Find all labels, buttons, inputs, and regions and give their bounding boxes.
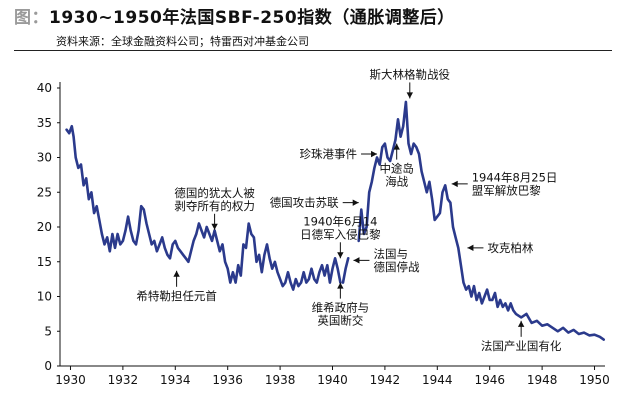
annotation-label-line: 德国攻击苏联 [270, 196, 339, 210]
annotation: 1940年6月14 日德军入侵巴黎 [300, 214, 381, 259]
x-tick-label: 1932 [108, 373, 139, 387]
annotation-arrow-head [517, 320, 525, 327]
annotation: 珍珠港事件 [300, 147, 378, 161]
annotation-arrow-head [173, 270, 180, 277]
annotation-label-line: 法国与 [373, 247, 408, 261]
annotation-label-line: 1940年6月14 [303, 214, 377, 228]
x-tick-label: 1936 [212, 373, 243, 387]
annotation-label: 珍珠港事件 [300, 147, 358, 161]
annotation-label: 1940年6月14 日德军入侵巴黎 [300, 214, 381, 241]
annotation: 1944年8月25日盟军解放巴黎 [451, 170, 558, 197]
annotations: 希特勒担任元首 德国的犹太人被剥夺所有的权力 德国攻击苏联 1940年6月14 日德军入… [136, 67, 562, 352]
annotation-label: 攻克柏林 [487, 241, 533, 255]
annotation-label-line: 1944年8月25日 [472, 170, 558, 184]
series-line-segment [341, 256, 350, 284]
annotation: 攻克柏林 [467, 241, 534, 255]
y-tick-label: 0 [44, 359, 52, 373]
annotation-arrow-head [371, 150, 378, 158]
annotation: 希特勒担任元首 [136, 270, 217, 303]
y-tick-label: 25 [37, 185, 52, 199]
x-tick-label: 1948 [527, 373, 558, 387]
annotation-arrow-head [467, 244, 474, 252]
y-tick-label: 35 [37, 116, 52, 130]
annotation: 德国攻击苏联 [270, 196, 359, 210]
annotation-arrow-head [211, 223, 218, 230]
annotation-label-line: 德国的犹太人被 [174, 186, 255, 200]
annotation-arrow-head [337, 252, 344, 259]
annotation-label-line: 盟军解放巴黎 [472, 183, 541, 197]
annotation-arrow-head [352, 199, 359, 206]
annotation: 法国与德国停战 [353, 247, 420, 274]
series-line-segment [357, 100, 606, 341]
annotation-label-line: 中途岛 [379, 162, 414, 176]
y-tick-label: 15 [37, 255, 52, 269]
annotation-label-line: 英国断交 [317, 314, 363, 328]
annotation-label: 法国产业国有化 [481, 339, 562, 353]
annotation-arrow-head [353, 257, 360, 264]
annotation: 斯大林格勒战役 [370, 67, 451, 99]
annotation-label: 法国与德国停战 [373, 247, 419, 274]
chart-axes: 0 5 10 15 20 25 30 35 40 1930 1932 1934 1936 1938 1940… [37, 81, 610, 387]
annotation: 德国的犹太人被剥夺所有的权力 [174, 186, 255, 230]
annotation-label-line: 海战 [385, 175, 408, 189]
annotation-arrow-head [337, 282, 344, 289]
annotation-label-line: 希特勒担任元首 [136, 289, 217, 303]
y-tick-label: 10 [37, 290, 52, 304]
annotation: 中途岛海战 [379, 143, 414, 189]
annotation-label-line: 德国停战 [373, 260, 419, 274]
x-tick-label: 1950 [579, 373, 610, 387]
title-rule [14, 50, 612, 51]
y-tick-label: 30 [37, 151, 52, 165]
x-tick-label: 1930 [55, 373, 86, 387]
plot-area [65, 100, 606, 341]
annotation-label-line: 剥夺所有的权力 [174, 199, 255, 213]
x-tick-label: 1934 [160, 373, 191, 387]
x-tick-label: 1938 [265, 373, 296, 387]
annotation-label: 希特勒担任元首 [136, 289, 217, 303]
annotation-label-line: 斯大林格勒战役 [370, 67, 451, 81]
x-tick-label: 1940 [317, 373, 348, 387]
x-tick-label: 1942 [370, 373, 401, 387]
title-text: 1930~1950年法国SBF-250指数（通胀调整后） [49, 8, 455, 28]
annotation-label-line: 维希政府与 [312, 301, 370, 315]
chart-title: 图：1930~1950年法国SBF-250指数（通胀调整后） [14, 3, 455, 28]
x-tick-label: 1946 [474, 373, 505, 387]
annotation-label-line: 日德军入侵巴黎 [300, 227, 381, 241]
source-note: 资料来源：全球金融资料公司；特雷西对冲基金公司 [56, 35, 309, 48]
annotation-label: 德国攻击苏联 [270, 196, 339, 210]
annotation-label-line: 攻克柏林 [487, 241, 533, 255]
annotation-arrow-head [393, 143, 400, 150]
series-line-segment [65, 124, 342, 291]
annotation: 维希政府与英国断交 [312, 282, 370, 328]
annotation-label-line: 珍珠港事件 [300, 147, 358, 161]
annotation-label: 维希政府与英国断交 [312, 301, 370, 328]
title-prefix: 图： [14, 8, 49, 28]
y-tick-label: 5 [44, 324, 52, 338]
annotation-label: 德国的犹太人被剥夺所有的权力 [174, 186, 255, 213]
annotation: 法国产业国有化 [481, 320, 562, 353]
x-tick-label: 1944 [422, 373, 453, 387]
annotation-label: 1944年8月25日盟军解放巴黎 [472, 170, 558, 197]
annotation-label: 中途岛海战 [379, 162, 414, 189]
annotation-label-line: 法国产业国有化 [481, 339, 562, 353]
annotation-arrow-head [451, 180, 458, 188]
y-tick-label: 20 [37, 220, 52, 234]
annotation-label: 斯大林格勒战役 [370, 67, 451, 81]
annotation-arrow-head [406, 92, 413, 99]
y-tick-label: 40 [37, 81, 52, 95]
